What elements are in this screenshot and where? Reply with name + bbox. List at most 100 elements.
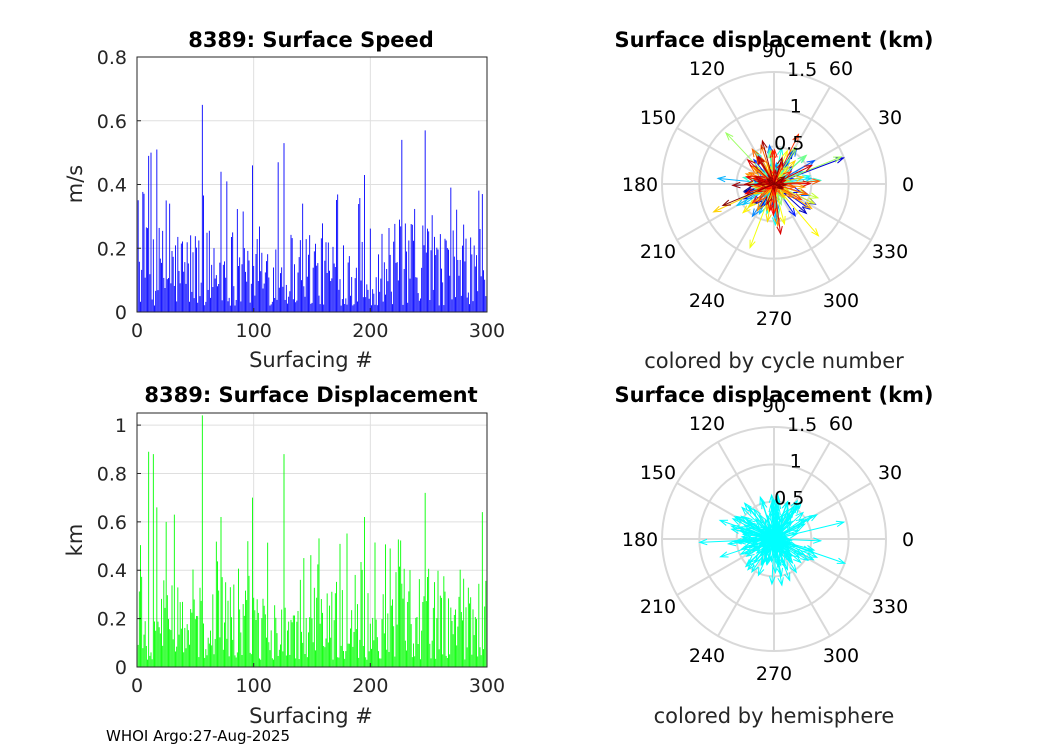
arrow-head	[789, 564, 798, 574]
arrow-head	[742, 531, 752, 538]
displacement-arrow	[773, 538, 815, 551]
arrow-head	[741, 205, 751, 214]
arrow-head	[761, 555, 769, 565]
displacement-arrow	[773, 538, 802, 563]
x-tick-label: 0	[131, 675, 143, 697]
angle-tick-label: 210	[640, 596, 676, 618]
arrow-head	[743, 516, 753, 525]
arrow-head	[769, 553, 776, 563]
arrow-head	[760, 544, 769, 554]
x-tick-label: 0	[131, 320, 143, 342]
angle-tick-label: 270	[756, 663, 792, 685]
arrow-head	[743, 180, 753, 188]
arrow-head	[781, 500, 788, 511]
arrow-head	[777, 577, 784, 587]
y-tick-label: 0	[115, 657, 127, 679]
arrow-head	[781, 149, 788, 159]
arrow-head	[739, 548, 749, 555]
y-tick-label: 0.6	[97, 512, 127, 534]
arrow-head	[756, 155, 764, 166]
arrow-head	[800, 553, 810, 562]
x-tick-label: 300	[469, 320, 505, 342]
arrow-head	[747, 555, 756, 565]
arrow-head	[721, 199, 731, 206]
arrow-head	[754, 518, 764, 527]
arrow-head	[719, 551, 729, 558]
arrow-head	[753, 508, 761, 518]
chart-caption: colored by hemisphere	[654, 704, 895, 728]
arrow-head	[805, 553, 815, 561]
arrow-head	[836, 557, 847, 564]
arrow-head	[761, 499, 768, 510]
arrow-head	[759, 495, 766, 506]
angle-tick-label: 0	[902, 174, 914, 196]
x-axis-label: Surfacing #	[249, 704, 373, 728]
arrow-head	[776, 183, 785, 189]
arrow-head	[771, 524, 777, 533]
chart-title: Surface displacement (km)	[614, 383, 933, 407]
arrow-head	[769, 576, 776, 586]
arrow-head	[780, 539, 790, 546]
arrow-head	[740, 543, 750, 551]
arrow-head	[773, 552, 781, 563]
arrow-head	[776, 567, 784, 578]
arrow-head	[716, 175, 726, 183]
polar-displacement-hemisphere-chart: 0 30 60 90 120 150 180 210 240 270 300 330 0.5 1 1.5 Su…	[614, 383, 933, 728]
arrow-head	[698, 538, 708, 546]
angle-tick-label: 330	[872, 241, 908, 263]
arrow-head	[769, 532, 775, 539]
arrow-head	[731, 518, 741, 525]
arrow-head	[835, 520, 846, 527]
arrow-head	[779, 181, 788, 188]
arrow-head	[796, 548, 806, 556]
arrow-head	[738, 536, 749, 544]
y-tick-label: 0.6	[97, 111, 127, 133]
arrow-head	[805, 545, 816, 552]
angle-tick-label: 60	[829, 413, 853, 435]
arrow-head	[745, 536, 755, 544]
arrow-head	[792, 133, 800, 143]
arrow-head	[747, 561, 756, 571]
arrow-head	[802, 180, 812, 187]
arrow-head	[741, 532, 752, 539]
displacement-arrow	[773, 183, 782, 234]
arrow-head	[775, 557, 783, 567]
angle-tick-label: 90	[762, 395, 786, 417]
arrow-head	[730, 527, 740, 534]
displacement-arrow	[773, 183, 819, 237]
arrow-head	[772, 501, 780, 511]
angle-tick-label: 30	[878, 107, 902, 129]
angle-tick-label: 180	[622, 529, 658, 551]
arrow-head	[781, 561, 789, 571]
displacement-arrow	[773, 134, 799, 185]
angle-tick-label: 150	[640, 462, 676, 484]
arrow-head	[777, 146, 784, 156]
arrow-head	[766, 178, 773, 185]
arrow-head	[808, 514, 819, 522]
arrow-head	[799, 189, 809, 196]
arrow-head	[784, 520, 794, 529]
displacement-arrow	[761, 140, 775, 185]
arrow-head	[795, 511, 805, 520]
arrow-head	[753, 176, 763, 183]
displacement-arrow	[759, 538, 775, 544]
x-tick-label: 200	[352, 320, 388, 342]
angle-tick-label: 270	[756, 308, 792, 330]
arrow-head	[809, 192, 820, 199]
arrow-head	[812, 537, 823, 544]
arrow-head	[782, 513, 791, 523]
arrow-head	[731, 181, 741, 189]
arrow-head	[718, 519, 729, 526]
arrow-head	[732, 538, 742, 545]
arrow-head	[747, 505, 756, 515]
arrow-head	[833, 156, 843, 163]
arrow-head	[774, 495, 781, 505]
arrow-head	[776, 189, 785, 199]
arrow-head	[787, 182, 797, 190]
arrow-head	[742, 186, 753, 193]
arrow-head	[735, 198, 745, 207]
arrow-head	[798, 206, 808, 215]
chart-title: Surface displacement (km)	[614, 28, 933, 52]
arrow-head	[730, 525, 740, 532]
arrow-head	[798, 154, 808, 163]
